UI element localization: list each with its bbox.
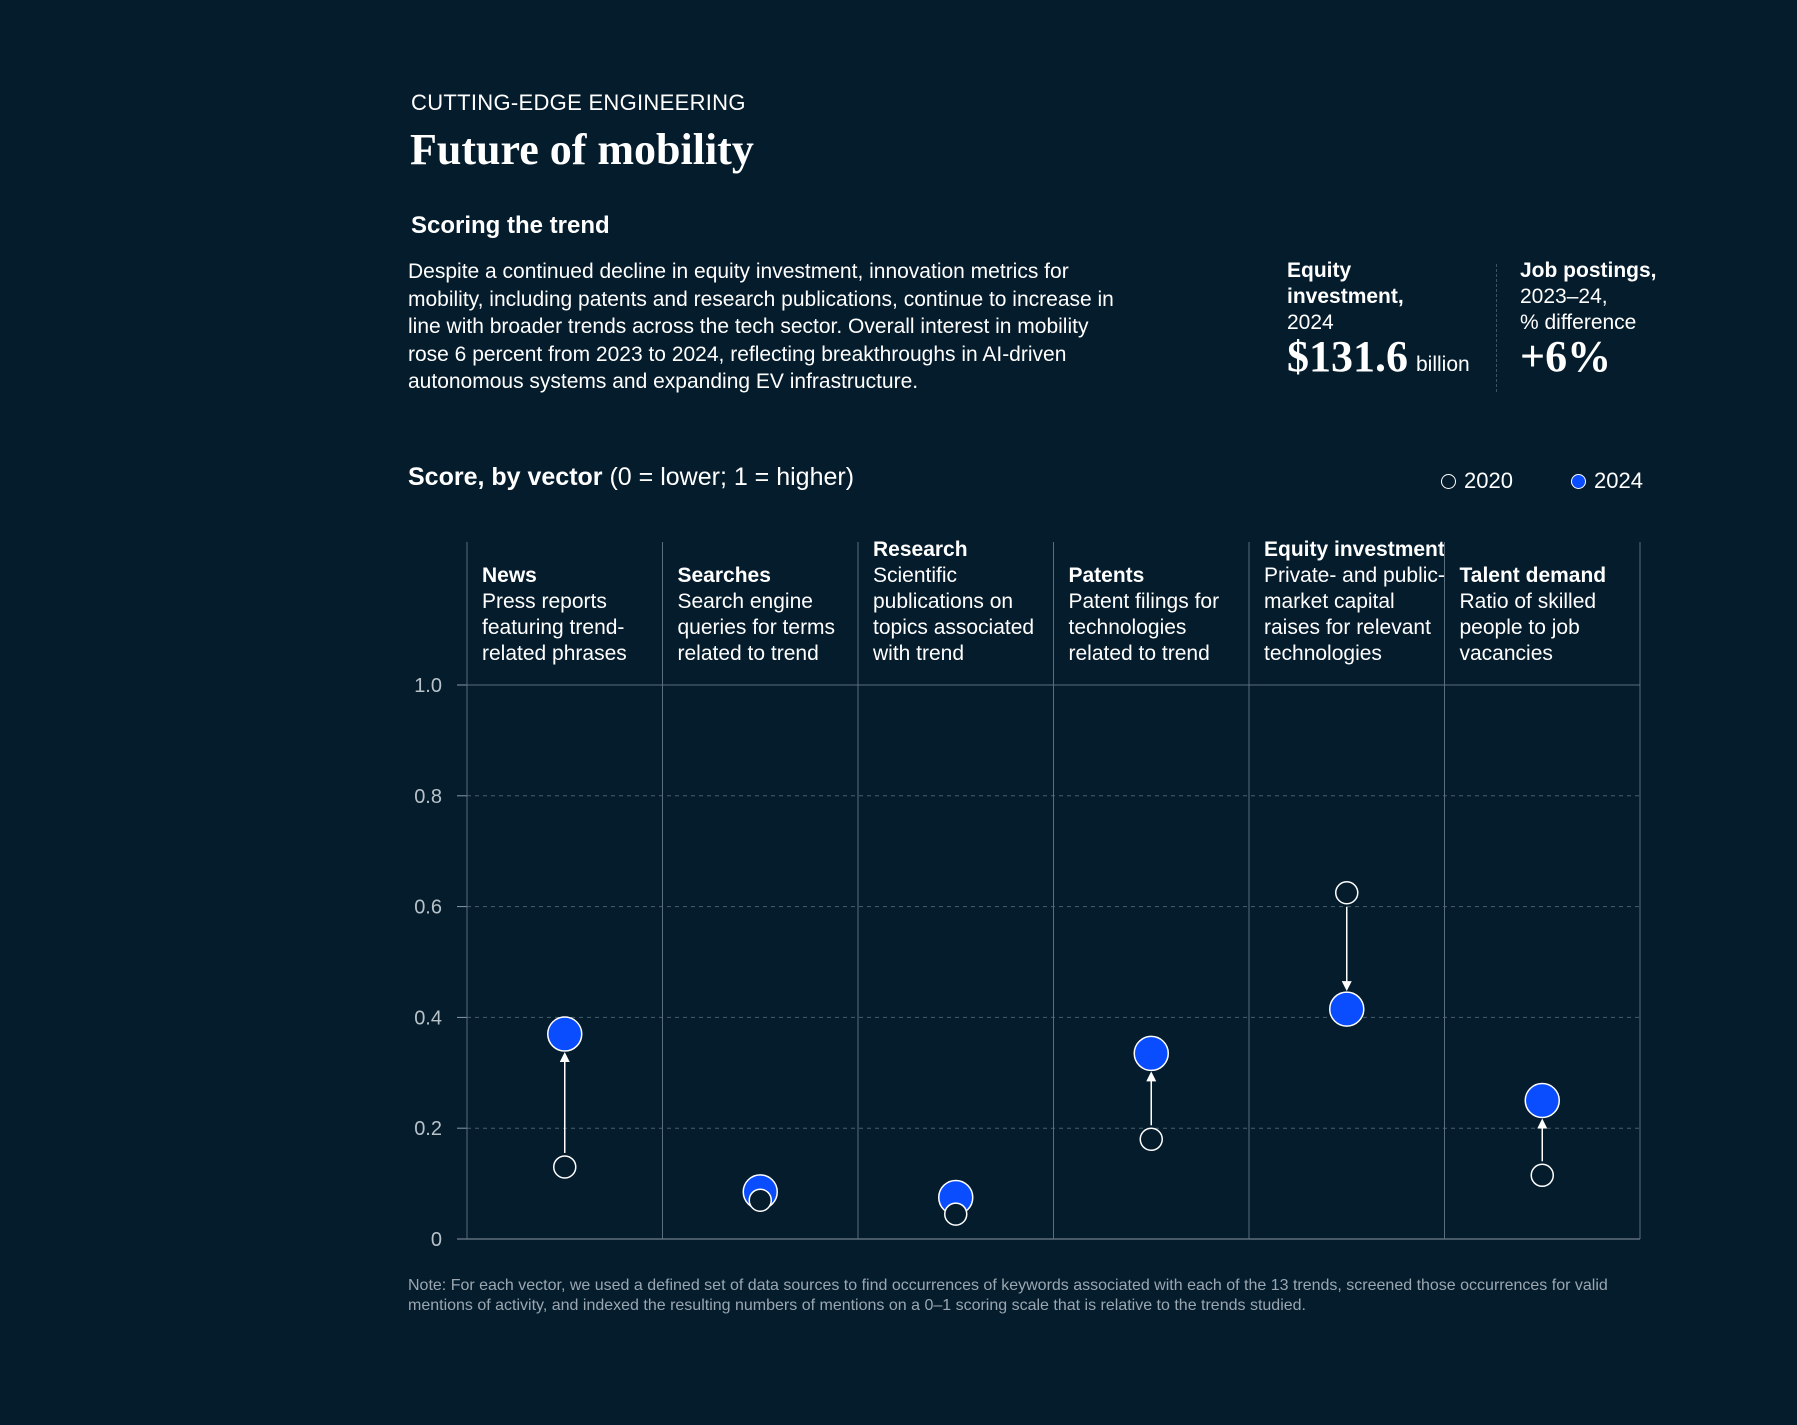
vector-desc-line: market capital [1264, 590, 1395, 613]
eyebrow-label: CUTTING-EDGE ENGINEERING [411, 90, 746, 115]
point-2020-0 [553, 1155, 577, 1179]
jobs-stat: Job postings, 2023–24, % difference +6% [1520, 258, 1657, 379]
vector-desc-line: vacancies [1459, 642, 1553, 665]
vector-name: News [482, 564, 537, 587]
legend-2020: 2020 [1441, 468, 1513, 494]
y-tick-label-4: 0.8 [414, 786, 442, 808]
point-2020-3 [1139, 1127, 1163, 1152]
y-tick-label-0: 0 [431, 1229, 442, 1251]
legend-2020-label: 2020 [1464, 468, 1513, 493]
vector-desc-line: featuring trend- [482, 616, 625, 639]
vector-desc-line: technologies [1068, 616, 1187, 639]
point-2020-4 [1335, 881, 1359, 905]
point-2024-3 [1133, 1035, 1169, 1072]
legend-2024-marker-icon [1571, 473, 1586, 489]
vector-label-1: Searches Search engine queries for terms re… [678, 563, 868, 667]
vector-desc-line: related to trend [1068, 642, 1210, 665]
vector-desc-line: Ratio of skilled [1459, 590, 1597, 613]
vector-label-0: News Press reports featuring trend-related… [482, 563, 672, 667]
chart-title: Score, by vector (0 = lower; 1 = higher) [408, 463, 854, 492]
y-tick-label-2: 0.4 [414, 1007, 442, 1029]
vector-desc-line: Private- and public- [1264, 564, 1445, 587]
footnote: Note: For each vector, we used a defined… [408, 1277, 1608, 1314]
legend-2024: 2024 [1571, 468, 1643, 494]
equity-label-year: 2024 [1287, 311, 1334, 334]
vector-desc-line: Search engine [677, 590, 813, 613]
y-tick-label-3: 0.6 [414, 897, 442, 919]
equity-label-2: investment, [1287, 285, 1404, 308]
equity-unit: billion [1416, 353, 1470, 376]
vector-desc-line: related phrases [482, 642, 627, 665]
chart-title-rest: (0 = lower; 1 = higher) [602, 463, 855, 491]
vector-desc-line: publications on [873, 590, 1014, 613]
vector-name: Talent demand [1459, 564, 1607, 587]
vector-name: Equity investment [1264, 538, 1445, 561]
equity-label-1: Equity [1287, 259, 1352, 282]
vector-desc-line: people to job [1459, 616, 1580, 639]
jobs-label-1: Job postings, [1520, 259, 1657, 282]
vector-label-4: Equity investment Private- and public-mar… [1264, 537, 1454, 667]
vector-desc-line: raises for relevant [1264, 616, 1431, 639]
point-2020-1 [748, 1188, 772, 1212]
stat-divider [1496, 264, 1497, 392]
vector-desc-line: Press reports [482, 590, 607, 613]
vector-desc-line: related to trend [677, 642, 819, 665]
point-2024-0 [547, 1016, 583, 1052]
vector-desc-line: Patent filings for [1068, 590, 1220, 613]
equity-stat: Equity investment, 2024 $131.6 billion [1287, 258, 1470, 379]
vector-name: Patents [1068, 564, 1145, 587]
page-title: Future of mobility [410, 125, 754, 174]
vector-label-2: Research Scientific publications on topics … [873, 537, 1063, 667]
legend-2024-label: 2024 [1594, 468, 1643, 493]
body-paragraph: Despite a continued decline in equity in… [408, 260, 1114, 393]
point-2024-4 [1329, 991, 1365, 1027]
y-tick-label-5: 1.0 [414, 675, 442, 697]
chart-title-bold: Score, by vector [408, 463, 603, 491]
section-subhead: Scoring the trend [411, 212, 610, 239]
point-2020-2 [944, 1202, 968, 1226]
vector-desc-line: technologies [1264, 642, 1382, 665]
jobs-label-2: 2023–24, [1520, 285, 1608, 308]
point-2024-5 [1524, 1082, 1560, 1119]
vector-label-3: Patents Patent filings for technologies rel… [1069, 563, 1259, 667]
vector-desc-line: with trend [873, 642, 965, 665]
vector-desc-line: queries for terms [677, 616, 836, 639]
vector-desc-line: topics associated [873, 616, 1035, 639]
vector-label-5: Talent demand Ratio of skilled people to j… [1460, 563, 1650, 667]
vector-desc-line: Scientific [873, 564, 958, 587]
vector-name: Searches [677, 564, 771, 587]
vector-name: Research [873, 538, 968, 561]
jobs-label-3: % difference [1520, 311, 1637, 334]
legend-2020-marker-icon [1441, 473, 1456, 489]
point-2020-5 [1530, 1163, 1554, 1188]
y-tick-label-1: 0.2 [414, 1118, 442, 1140]
